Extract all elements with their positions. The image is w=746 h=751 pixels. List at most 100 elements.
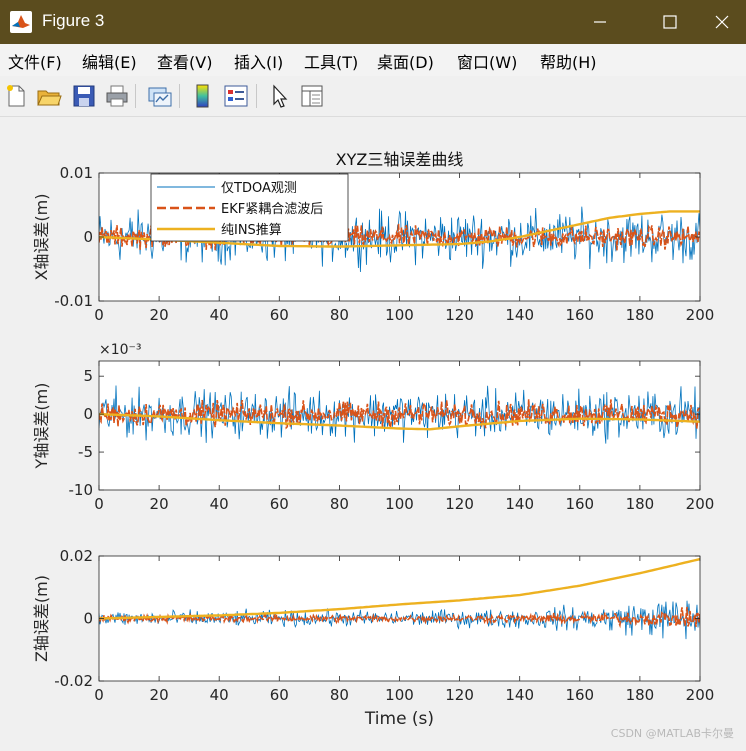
x-tick-label: 120 <box>445 495 474 513</box>
y-axis-label: Y轴误差(m) <box>32 383 51 470</box>
x-tick-label: 200 <box>686 495 715 513</box>
y-axis-label: Z轴误差(m) <box>32 575 51 662</box>
menu-desktop[interactable]: 桌面(D) <box>377 53 434 72</box>
x-tick-label: 40 <box>210 495 229 513</box>
window-title-bar: Figure 3 <box>0 0 746 44</box>
y-tick-label: -0.02 <box>54 672 93 690</box>
x-tick-label: 180 <box>626 495 655 513</box>
x-tick-label: 80 <box>330 686 349 704</box>
axes-background <box>99 361 700 490</box>
link-plot-button[interactable] <box>146 82 174 110</box>
x-axis-label: Time (s) <box>364 709 434 729</box>
open-file-icon <box>37 90 62 106</box>
toolbar-separator <box>256 84 257 108</box>
y-tick-label: 0 <box>83 610 93 628</box>
maximize-icon <box>663 15 677 29</box>
insert-colorbar-icon <box>196 84 209 108</box>
menu-tools[interactable]: 工具(T) <box>304 53 359 72</box>
ekf-series-line <box>99 223 700 251</box>
y-tick-label: 5 <box>83 367 93 385</box>
insert-legend-button[interactable] <box>222 82 250 110</box>
close-button[interactable] <box>700 6 744 38</box>
x-tick-label: 160 <box>565 306 594 324</box>
link-plot-icon <box>148 87 172 107</box>
x-tick-label: 200 <box>686 306 715 324</box>
insert-legend-icon <box>224 85 248 107</box>
menu-bar: 文件(F) 编辑(E) 查看(V) 插入(I) 工具(T) 桌面(D) 窗口(W… <box>0 44 746 76</box>
close-icon <box>715 15 729 29</box>
x-tick-label: 140 <box>505 686 534 704</box>
y-tick-label: 0 <box>83 228 93 246</box>
ins-series-line <box>99 210 700 248</box>
ins-series-line <box>99 412 700 431</box>
save-button[interactable] <box>70 82 98 110</box>
y-error-axes[interactable]: 0 20 40 60 80 100 120 140 160 180 200 -10 -5 0 5 Y轴误差(m… <box>32 342 714 513</box>
x-tick-label: 140 <box>505 306 534 324</box>
x-tick-label: 120 <box>445 306 474 324</box>
ins-series-line <box>99 557 700 620</box>
pointer-icon <box>273 84 288 108</box>
menu-edit[interactable]: 编辑(E) <box>82 53 137 72</box>
z-error-axes[interactable]: 0 20 40 60 80 100 120 140 160 180 200-0.0200.02Z轴误… <box>32 547 714 729</box>
toolbar-separator <box>135 84 136 108</box>
window-title: Figure 3 <box>42 11 105 30</box>
x-tick-label: 180 <box>626 686 655 704</box>
y-tick-label: -0.01 <box>54 292 93 310</box>
toolbar <box>0 76 746 117</box>
legend-entry-label: 纯INS推算 <box>221 223 282 238</box>
x-tick-label: 80 <box>330 306 349 324</box>
y-tick-label: 0 <box>83 405 93 423</box>
minimize-button[interactable] <box>578 6 622 38</box>
toolbar-separator <box>179 84 180 108</box>
x-tick-label: 0 <box>94 686 104 704</box>
x-tick-label: 120 <box>445 686 474 704</box>
legend-entry-label: 仅TDOA观测 <box>221 181 297 196</box>
new-figure-button[interactable] <box>2 82 30 110</box>
ekf-series-line <box>99 606 700 629</box>
insert-colorbar-button[interactable] <box>189 82 217 110</box>
x-tick-label: 100 <box>385 495 414 513</box>
watermark-text: CSDN @MATLAB卡尔曼 <box>610 727 734 740</box>
print-icon <box>106 85 128 107</box>
maximize-button[interactable] <box>648 6 692 38</box>
open-file-button[interactable] <box>35 82 63 110</box>
property-inspector-icon <box>301 85 323 107</box>
y-tick-label: -10 <box>69 481 94 499</box>
minimize-icon <box>594 21 606 23</box>
x-tick-label: 20 <box>150 686 169 704</box>
y-tick-label: -5 <box>78 443 93 461</box>
x-tick-label: 40 <box>210 306 229 324</box>
menu-window[interactable]: 窗口(W) <box>457 53 518 72</box>
menu-file[interactable]: 文件(F) <box>8 53 62 72</box>
save-icon <box>73 85 95 107</box>
x-tick-label: 20 <box>150 495 169 513</box>
figure-area: 0 20 40 60 80 100 120 140 160 180 200 -0.01 0 0.01 X轴误… <box>0 117 746 747</box>
x-tick-label: 60 <box>270 495 289 513</box>
y-axis-label: X轴误差(m) <box>32 193 51 280</box>
y-exponent-label: ×10⁻³ <box>99 342 142 358</box>
menu-insert[interactable]: 插入(I) <box>234 53 284 72</box>
menu-view[interactable]: 查看(V) <box>157 53 213 72</box>
y-tick-label: 0.02 <box>60 547 93 565</box>
x-tick-label: 60 <box>270 686 289 704</box>
chart-title: XYZ三轴误差曲线 <box>336 150 464 169</box>
x-tick-label: 80 <box>330 495 349 513</box>
x-tick-label: 60 <box>270 306 289 324</box>
print-button[interactable] <box>103 82 131 110</box>
ekf-series-line <box>99 399 700 431</box>
legend-entry-label: EKF紧耦合滤波后 <box>221 202 323 217</box>
figure-canvas: 0 20 40 60 80 100 120 140 160 180 200-0.0100.01X轴误… <box>32 150 714 729</box>
y-tick-label: 0.01 <box>60 164 93 182</box>
x-error-axes[interactable]: 0 20 40 60 80 100 120 140 160 180 200-0.0100.01X轴误… <box>32 150 714 324</box>
menu-help[interactable]: 帮助(H) <box>540 53 597 72</box>
x-tick-label: 100 <box>385 686 414 704</box>
property-inspector-button[interactable] <box>298 82 326 110</box>
x-tick-label: 20 <box>150 306 169 324</box>
x-tick-label: 100 <box>385 306 414 324</box>
x-tick-label: 200 <box>686 686 715 704</box>
pointer-button[interactable] <box>266 82 294 110</box>
x-tick-label: 160 <box>565 495 594 513</box>
x-tick-label: 140 <box>505 495 534 513</box>
x-tick-label: 40 <box>210 686 229 704</box>
